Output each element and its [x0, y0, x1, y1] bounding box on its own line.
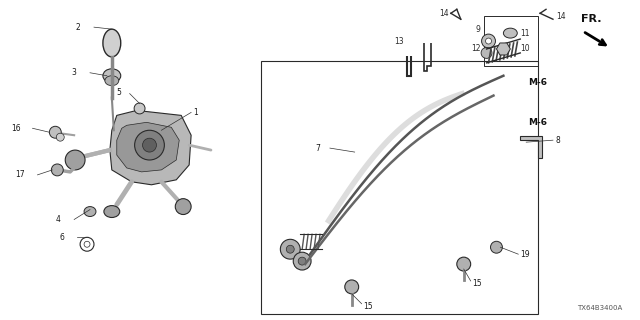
Text: 10: 10 [520, 44, 530, 53]
Circle shape [56, 133, 64, 141]
Text: M-6: M-6 [528, 118, 547, 127]
Text: 5: 5 [116, 88, 122, 97]
Circle shape [175, 199, 191, 214]
Ellipse shape [104, 206, 120, 218]
Text: 2: 2 [76, 23, 80, 32]
Circle shape [481, 34, 495, 48]
Circle shape [345, 280, 358, 294]
Text: 9: 9 [476, 25, 481, 34]
Circle shape [84, 241, 90, 247]
Circle shape [134, 130, 164, 160]
Ellipse shape [103, 69, 121, 83]
Polygon shape [116, 122, 179, 172]
Text: 19: 19 [520, 250, 530, 259]
Circle shape [65, 150, 85, 170]
Text: FR.: FR. [580, 14, 601, 24]
Polygon shape [520, 136, 542, 158]
Text: 15: 15 [364, 302, 373, 311]
Text: 13: 13 [395, 36, 404, 45]
Text: 7: 7 [315, 144, 320, 153]
Text: M-6: M-6 [528, 78, 547, 87]
Circle shape [298, 257, 306, 265]
Circle shape [143, 138, 156, 152]
Circle shape [51, 164, 63, 176]
Text: 6: 6 [60, 233, 64, 242]
Text: 1: 1 [193, 108, 198, 117]
Circle shape [293, 252, 311, 270]
Text: 8: 8 [556, 136, 561, 145]
Ellipse shape [103, 29, 121, 57]
Circle shape [280, 239, 300, 259]
Circle shape [134, 103, 145, 114]
Text: 14: 14 [439, 9, 449, 18]
Text: 11: 11 [520, 28, 530, 38]
Text: TX64B3400A: TX64B3400A [577, 305, 622, 311]
Circle shape [80, 237, 94, 251]
Circle shape [486, 38, 492, 44]
Text: 3: 3 [71, 68, 76, 77]
Circle shape [481, 47, 492, 58]
Circle shape [457, 257, 470, 271]
Text: 14: 14 [556, 12, 566, 21]
Text: 17: 17 [15, 170, 24, 180]
Circle shape [49, 126, 61, 138]
Polygon shape [497, 43, 510, 55]
Text: 15: 15 [473, 279, 483, 288]
Ellipse shape [105, 76, 119, 86]
Text: 16: 16 [11, 124, 20, 133]
Ellipse shape [504, 28, 517, 38]
Text: 12: 12 [471, 44, 481, 53]
Circle shape [286, 245, 294, 253]
Circle shape [490, 241, 502, 253]
Text: 4: 4 [56, 215, 60, 224]
Polygon shape [110, 110, 191, 185]
Ellipse shape [84, 207, 96, 217]
